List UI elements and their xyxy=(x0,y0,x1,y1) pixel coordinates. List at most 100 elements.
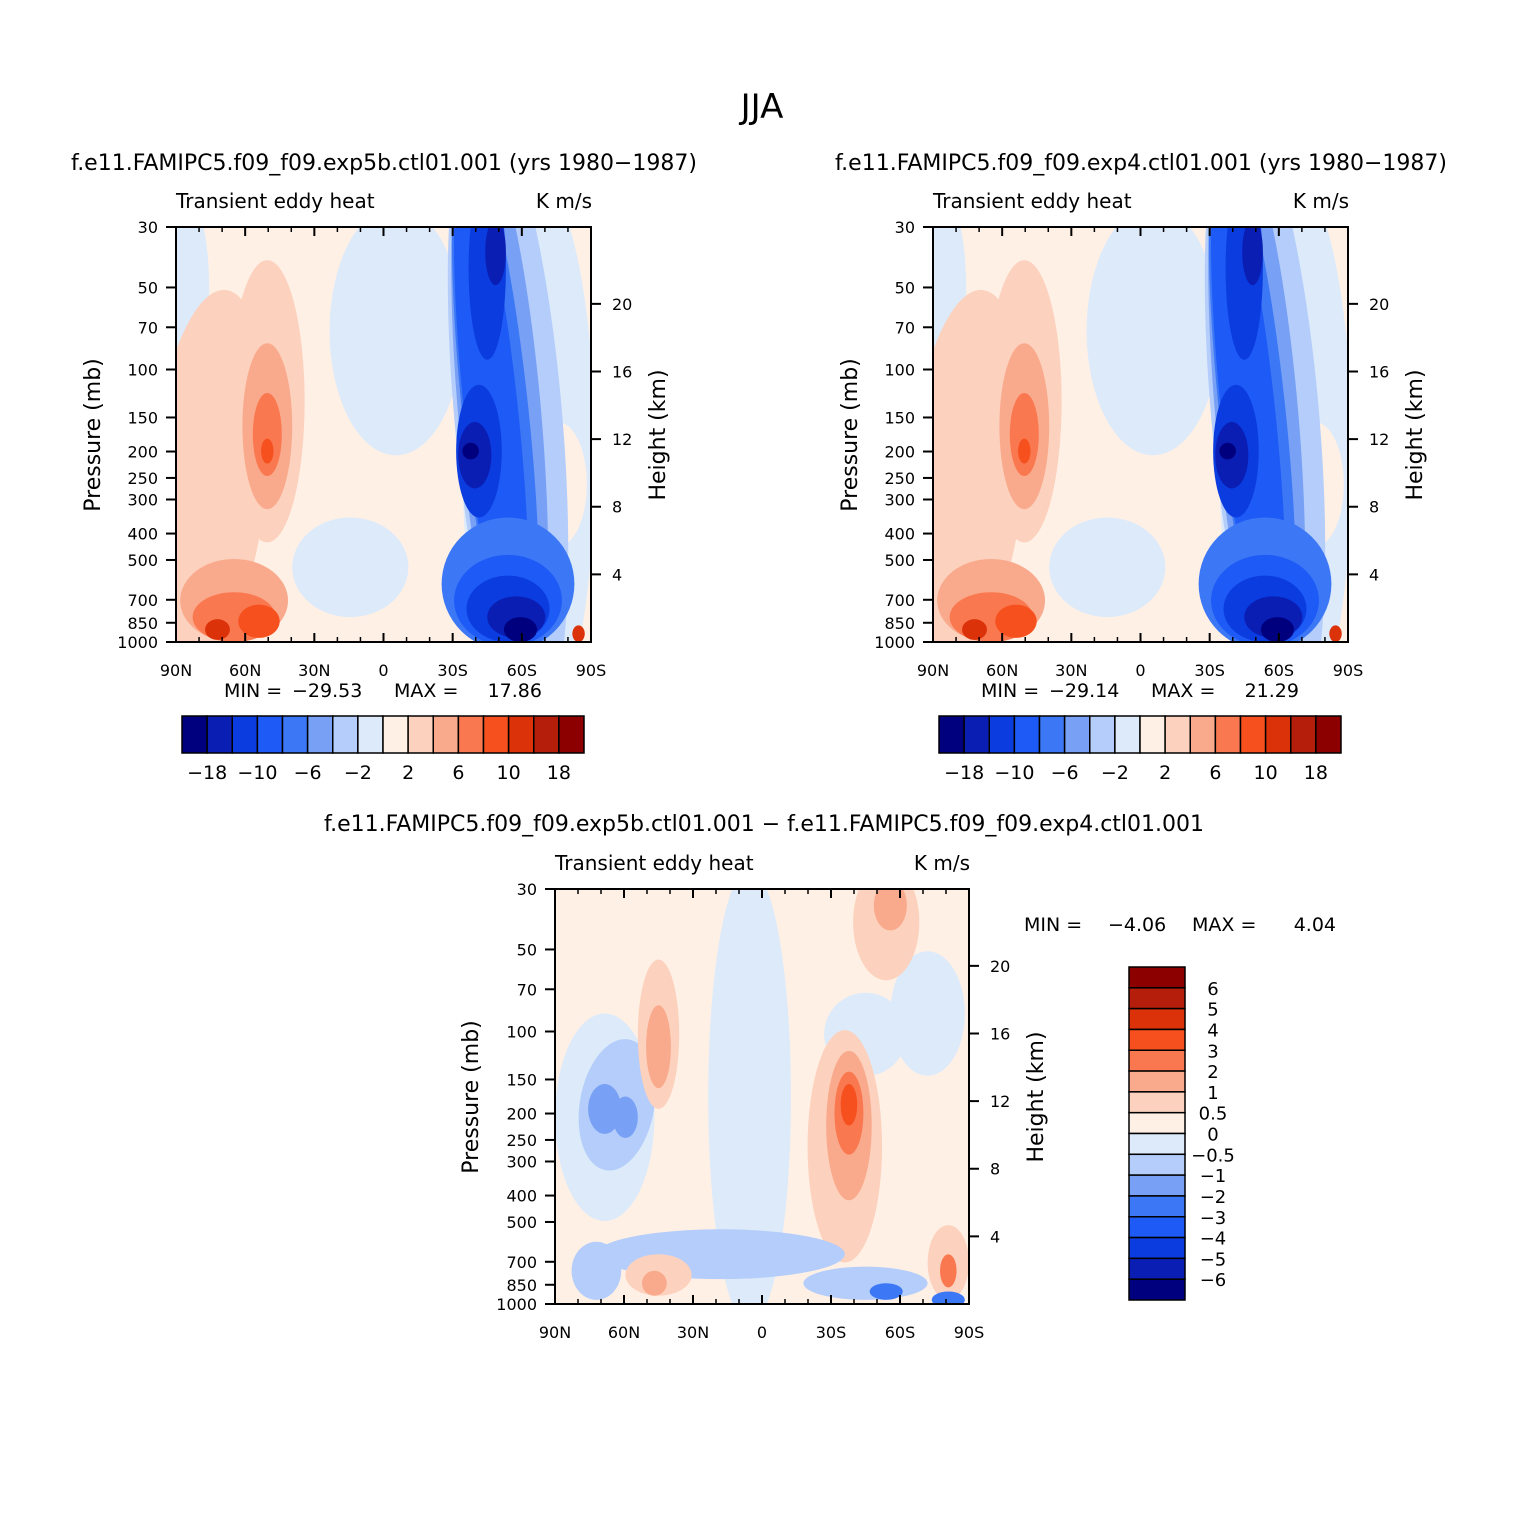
panel-exp5b-height-tick-label: 4 xyxy=(612,565,622,584)
panel-difference-colorbar-swatch xyxy=(1128,987,1186,1010)
panel-exp4-colorbar-swatch xyxy=(1264,715,1292,754)
panel-exp4-colorbar-label: −10 xyxy=(994,762,1034,784)
panel-exp4-colorbar-label: 2 xyxy=(1159,762,1171,784)
panel-difference-units-label: K m/s xyxy=(914,851,970,875)
panel-exp5b-colorbar-swatch xyxy=(432,715,460,754)
panel-exp5b-colorbar-swatch xyxy=(281,715,309,754)
panel-difference-contour-region xyxy=(803,1266,928,1300)
panel-exp4-x-tick-label: 60S xyxy=(1264,661,1295,680)
panel-exp4-colorbar-label: 10 xyxy=(1254,762,1278,784)
panel-exp4-height-tick-label: 8 xyxy=(1369,498,1379,517)
panel-exp5b-colorbar-label: −18 xyxy=(187,762,227,784)
panel-exp4-height-tick-label: 16 xyxy=(1369,362,1389,381)
panel-difference-colorbar-label: 5 xyxy=(1207,1000,1218,1021)
panel-exp4-colorbar-swatch xyxy=(1038,715,1066,754)
panel-exp5b-y-axis-label: Pressure (mb) xyxy=(81,358,106,512)
panel-exp5b-x-tick-label: 90S xyxy=(576,661,607,680)
panel-difference-contour-region xyxy=(890,951,965,1076)
panel-difference-colorbar-swatch xyxy=(1128,966,1186,989)
panel-exp5b-colorbar-label: 10 xyxy=(497,762,521,784)
panel-exp4-contour-region xyxy=(1260,617,1295,642)
panel-exp4-y-tick-label: 250 xyxy=(884,469,915,488)
panel-exp5b-colorbar-label: −10 xyxy=(237,762,277,784)
panel-exp5b-contour-region xyxy=(503,617,538,642)
panel-exp5b-contour-region xyxy=(485,227,506,286)
panel-exp5b-colorbar-swatch xyxy=(231,715,259,754)
panel-exp4-colorbar-swatch xyxy=(1164,715,1191,754)
panel-exp5b-colorbar-swatch xyxy=(407,715,434,754)
panel-difference-y-tick-label: 1000 xyxy=(496,1295,537,1314)
panel-difference-colorbar-swatch xyxy=(1128,1049,1186,1072)
panel-exp5b-x-tick-label: 90N xyxy=(160,661,192,680)
panel-exp4-contour-region xyxy=(1242,227,1263,286)
panel-exp5b-y-tick-label: 200 xyxy=(127,443,158,462)
panel-difference-colorbar-label: −4 xyxy=(1200,1229,1227,1250)
panel-exp5b-contour-region xyxy=(292,517,409,618)
panel-exp4-colorbar-swatch xyxy=(1063,715,1091,754)
panel-exp4-colorbar-label: −18 xyxy=(944,762,984,784)
panel-exp5b-y-tick-label: 850 xyxy=(127,614,158,633)
panel-difference-height-tick-label: 8 xyxy=(990,1160,1000,1179)
panel-exp4-colorbar-swatch xyxy=(988,715,1016,754)
panel-difference-case-title: f.e11.FAMIPC5.f09_f09.exp5b.ctl01.001 − … xyxy=(324,812,1204,837)
panel-difference: f.e11.FAMIPC5.f09_f09.exp5b.ctl01.001 − … xyxy=(324,812,1336,1342)
panel-exp4-y-tick-label: 700 xyxy=(884,591,915,610)
panel-exp5b-colorbar-swatch xyxy=(357,715,384,754)
panel-exp5b-colorbar-label: 2 xyxy=(402,762,414,784)
panel-difference-contour-region xyxy=(588,1084,622,1134)
panel-difference-colorbar-swatch xyxy=(1128,1174,1186,1197)
panel-difference-colorbar-swatch xyxy=(1128,1007,1186,1031)
panel-difference-y-tick-label: 150 xyxy=(506,1070,537,1089)
panel-exp4-x-tick-label: 30S xyxy=(1194,661,1225,680)
panel-difference-colorbar-swatch xyxy=(1128,1091,1186,1114)
panel-difference-colorbar-label: 4 xyxy=(1207,1020,1218,1041)
panel-difference-x-tick-label: 0 xyxy=(757,1323,767,1342)
panel-exp5b-height-tick-label: 12 xyxy=(612,430,632,449)
panel-difference-colorbar-swatch xyxy=(1128,1028,1186,1051)
panel-exp4-colorbar-swatch xyxy=(1214,715,1242,754)
panel-exp4-x-tick-label: 90N xyxy=(917,661,949,680)
panel-difference-contour-region xyxy=(612,1096,638,1138)
panel-exp4-y-tick-label: 30 xyxy=(895,218,915,237)
panel-exp4-x-tick-label: 30N xyxy=(1055,661,1087,680)
panel-exp5b-x-tick-label: 60S xyxy=(507,661,538,680)
panel-exp5b-y-tick-label: 30 xyxy=(138,218,158,237)
panel-exp4-colorbar-label: 18 xyxy=(1304,762,1328,784)
panel-difference-x-tick-label: 90S xyxy=(954,1323,985,1342)
panel-difference-contour-region xyxy=(840,1084,858,1126)
figure-title: JJA xyxy=(739,87,784,127)
panel-exp4: f.e11.FAMIPC5.f09_f09.exp4.ctl01.001 (yr… xyxy=(835,151,1447,784)
panel-exp4-contour-region xyxy=(1049,517,1166,618)
panel-exp5b: f.e11.FAMIPC5.f09_f09.exp5b.ctl01.001 (y… xyxy=(71,151,697,784)
panel-difference-y-tick-label: 300 xyxy=(506,1153,537,1172)
panel-exp5b-colorbar-swatch xyxy=(206,715,233,754)
panel-difference-colorbar-swatch xyxy=(1128,1257,1186,1280)
panel-difference-contour-region xyxy=(641,1270,667,1296)
panel-exp4-contour-region xyxy=(1009,393,1039,476)
panel-difference-colorbar-label: 1 xyxy=(1207,1083,1218,1104)
panel-exp4-y-tick-label: 200 xyxy=(884,443,915,462)
panel-difference-colorbar-label: 0.5 xyxy=(1199,1104,1228,1125)
panel-difference-contour-region xyxy=(646,1005,671,1089)
panel-exp5b-colorbar-swatch xyxy=(533,715,560,754)
panel-difference-height-tick-label: 16 xyxy=(990,1024,1010,1043)
panel-difference-y-tick-label: 200 xyxy=(506,1105,537,1124)
panel-exp5b-contour-region xyxy=(205,619,230,640)
panel-exp4-y-tick-label: 300 xyxy=(884,491,915,510)
panel-difference-min-label: MIN = xyxy=(1024,914,1082,936)
panel-exp4-colorbar-swatch xyxy=(1239,715,1267,754)
panel-difference-colorbar-swatch xyxy=(1128,1070,1186,1093)
panel-difference-contour-region xyxy=(931,1291,965,1304)
panel-exp5b-colorbar-swatch xyxy=(382,715,409,754)
panel-difference-x-tick-label: 90N xyxy=(539,1323,571,1342)
panel-exp5b-contour-region xyxy=(329,227,463,456)
panel-difference-y-tick-label: 700 xyxy=(506,1253,537,1272)
panel-exp4-colorbar-swatch xyxy=(1089,715,1116,754)
panel-difference-contour-region xyxy=(873,889,907,931)
panel-difference-contour-region xyxy=(571,1241,622,1300)
panel-exp5b-variable-label: Transient eddy heat xyxy=(175,189,375,213)
panel-exp4-x-tick-label: 60N xyxy=(986,661,1018,680)
panel-difference-x-tick-label: 30N xyxy=(677,1323,709,1342)
panel-exp4-colorbar-swatch xyxy=(1139,715,1166,754)
panel-difference-colorbar-label: 2 xyxy=(1207,1062,1218,1083)
